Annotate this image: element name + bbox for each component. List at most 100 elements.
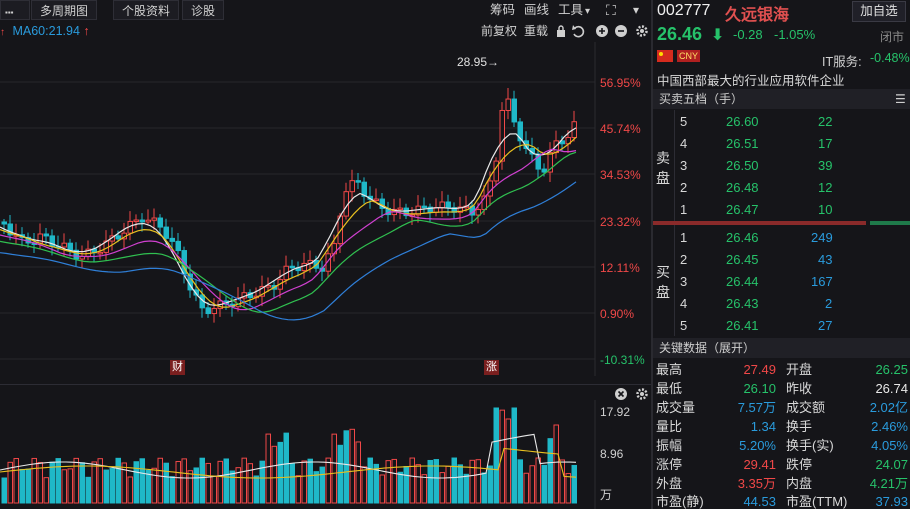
candle-body[interactable]: [139, 219, 145, 223]
volume-bar[interactable]: [415, 464, 421, 504]
candle-body[interactable]: [97, 251, 103, 255]
volume-bar[interactable]: [181, 458, 187, 504]
volume-bar[interactable]: [511, 407, 517, 504]
undo-icon[interactable]: [572, 25, 585, 38]
ask-row[interactable]: 4 26.51 17: [680, 136, 833, 151]
menu-button[interactable]: ▪▪▪: [0, 0, 30, 20]
volume-bar[interactable]: [49, 461, 55, 504]
volume-bar[interactable]: [199, 457, 205, 504]
chips-button[interactable]: 筹码: [490, 3, 516, 17]
volume-bar[interactable]: [331, 433, 337, 504]
candle-body[interactable]: [439, 201, 445, 209]
volume-bar[interactable]: [163, 462, 169, 504]
tools-button[interactable]: 工具 ▾: [558, 0, 590, 20]
volume-bar[interactable]: [139, 458, 145, 504]
volume-bar[interactable]: [217, 460, 223, 504]
ask-row[interactable]: 5 26.60 22: [680, 114, 833, 129]
volume-bar[interactable]: [187, 470, 193, 504]
candle-body[interactable]: [301, 262, 307, 272]
volume-bar[interactable]: [397, 471, 403, 504]
stock-info-button[interactable]: 个股资料: [113, 0, 180, 20]
volume-bar[interactable]: [523, 472, 529, 504]
candle-body[interactable]: [373, 198, 379, 202]
close-icon[interactable]: [615, 388, 627, 400]
volume-bar[interactable]: [79, 462, 85, 504]
volume-bar[interactable]: [493, 407, 499, 504]
volume-bar[interactable]: [469, 459, 475, 504]
candle-body[interactable]: [397, 207, 403, 211]
volume-bar[interactable]: [451, 457, 457, 504]
volume-bar[interactable]: [169, 476, 175, 504]
volume-bar[interactable]: [37, 462, 43, 504]
candle-body[interactable]: [175, 240, 181, 252]
volume-bar[interactable]: [463, 473, 469, 504]
candle-body[interactable]: [403, 207, 409, 217]
bid-row[interactable]: 5 26.41 27: [680, 318, 833, 333]
volume-bar[interactable]: [475, 459, 481, 504]
multi-period-button[interactable]: 多周期图: [31, 0, 98, 20]
candle-body[interactable]: [169, 237, 175, 242]
candle-body[interactable]: [547, 152, 553, 173]
volume-bar[interactable]: [487, 465, 493, 504]
volume-bar[interactable]: [385, 460, 391, 504]
volume-bar[interactable]: [571, 464, 577, 504]
volume-bar[interactable]: [517, 459, 523, 504]
candle-body[interactable]: [445, 201, 451, 209]
volume-bar[interactable]: [307, 458, 313, 504]
volume-bar[interactable]: [235, 467, 241, 504]
candle-body[interactable]: [511, 98, 517, 123]
volume-bar[interactable]: [421, 474, 427, 504]
candle-body[interactable]: [211, 308, 217, 315]
collapse-icon[interactable]: ▾: [633, 3, 640, 17]
zoom-in-icon[interactable]: [596, 25, 608, 37]
volume-bar[interactable]: [325, 457, 331, 504]
volume-bar[interactable]: [343, 430, 349, 504]
volume-bar[interactable]: [253, 475, 259, 504]
volume-bar[interactable]: [391, 458, 397, 504]
candle-body[interactable]: [421, 205, 427, 209]
volume-bar[interactable]: [127, 476, 133, 504]
volume-bar[interactable]: [379, 474, 385, 504]
candle-body[interactable]: [289, 265, 295, 269]
volume-bar[interactable]: [13, 458, 19, 504]
candle-body[interactable]: [457, 206, 463, 213]
candle-body[interactable]: [535, 153, 541, 170]
volume-bar[interactable]: [103, 469, 109, 504]
volume-bar[interactable]: [247, 463, 253, 504]
candle-body[interactable]: [355, 180, 361, 183]
volume-bar[interactable]: [211, 475, 217, 504]
candle-body[interactable]: [349, 180, 355, 193]
settings-icon[interactable]: [636, 25, 648, 37]
list-icon[interactable]: ☰: [895, 92, 906, 106]
volume-bar[interactable]: [535, 457, 541, 504]
candle-body[interactable]: [325, 253, 331, 272]
volume-bar[interactable]: [157, 457, 163, 504]
candle-body[interactable]: [193, 289, 199, 296]
volume-bar[interactable]: [115, 457, 121, 504]
volume-bar[interactable]: [109, 468, 115, 504]
volume-bar[interactable]: [73, 457, 79, 504]
volume-bar[interactable]: [319, 466, 325, 504]
candle-body[interactable]: [259, 286, 265, 297]
candle-body[interactable]: [145, 219, 151, 223]
volume-bar[interactable]: [541, 464, 547, 504]
volume-bar[interactable]: [85, 476, 91, 504]
volume-bar[interactable]: [289, 463, 295, 504]
volume-bar[interactable]: [97, 458, 103, 504]
volume-bar[interactable]: [367, 457, 373, 504]
volume-bar[interactable]: [91, 461, 97, 504]
volume-bar[interactable]: [43, 477, 49, 504]
volume-bar[interactable]: [223, 458, 229, 504]
volume-bar[interactable]: [145, 469, 151, 504]
volume-bar[interactable]: [301, 460, 307, 504]
volume-bar[interactable]: [277, 441, 283, 504]
volume-bar[interactable]: [547, 438, 553, 504]
ask-row[interactable]: 2 26.48 12: [680, 180, 833, 195]
volume-bar[interactable]: [205, 462, 211, 504]
volume-bar[interactable]: [373, 463, 379, 504]
limit-up-event-marker[interactable]: 涨: [484, 360, 499, 375]
volume-bar[interactable]: [7, 461, 13, 504]
volume-bar[interactable]: [361, 466, 367, 504]
volume-bar[interactable]: [283, 432, 289, 504]
volume-bar[interactable]: [439, 472, 445, 504]
